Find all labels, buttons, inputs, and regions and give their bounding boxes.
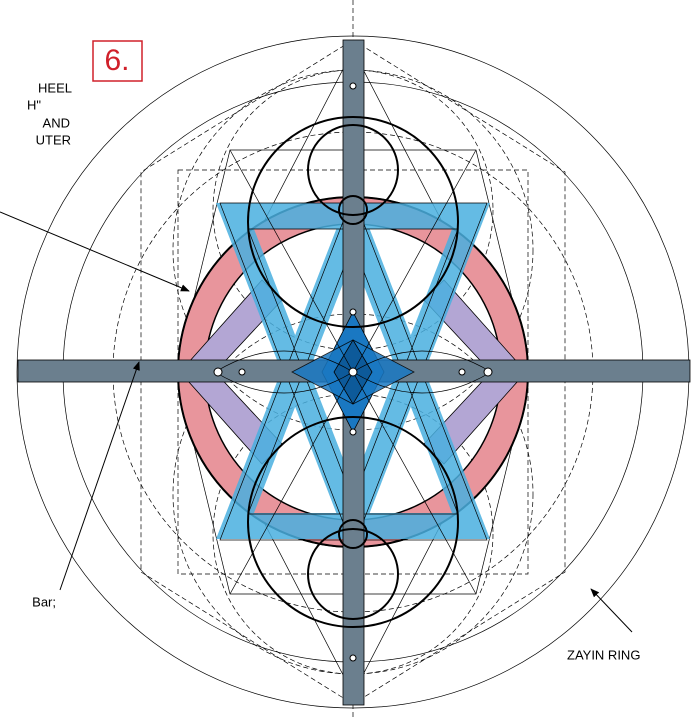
label-line: Bar; <box>32 594 56 609</box>
label-line: UTER <box>36 132 71 147</box>
badge: 6. <box>104 44 129 77</box>
page: {"badge": "6.", "labels": {"top": ["HEEL… <box>0 0 698 717</box>
ring-label: ZAYIN RING <box>567 647 640 662</box>
label-line: HEEL <box>38 80 72 95</box>
diagram: 6. HEEL H" AND UTER Bar; ZAYIN RING <box>0 0 698 717</box>
label-line: AND <box>43 115 70 130</box>
label-line: H" <box>27 97 41 112</box>
